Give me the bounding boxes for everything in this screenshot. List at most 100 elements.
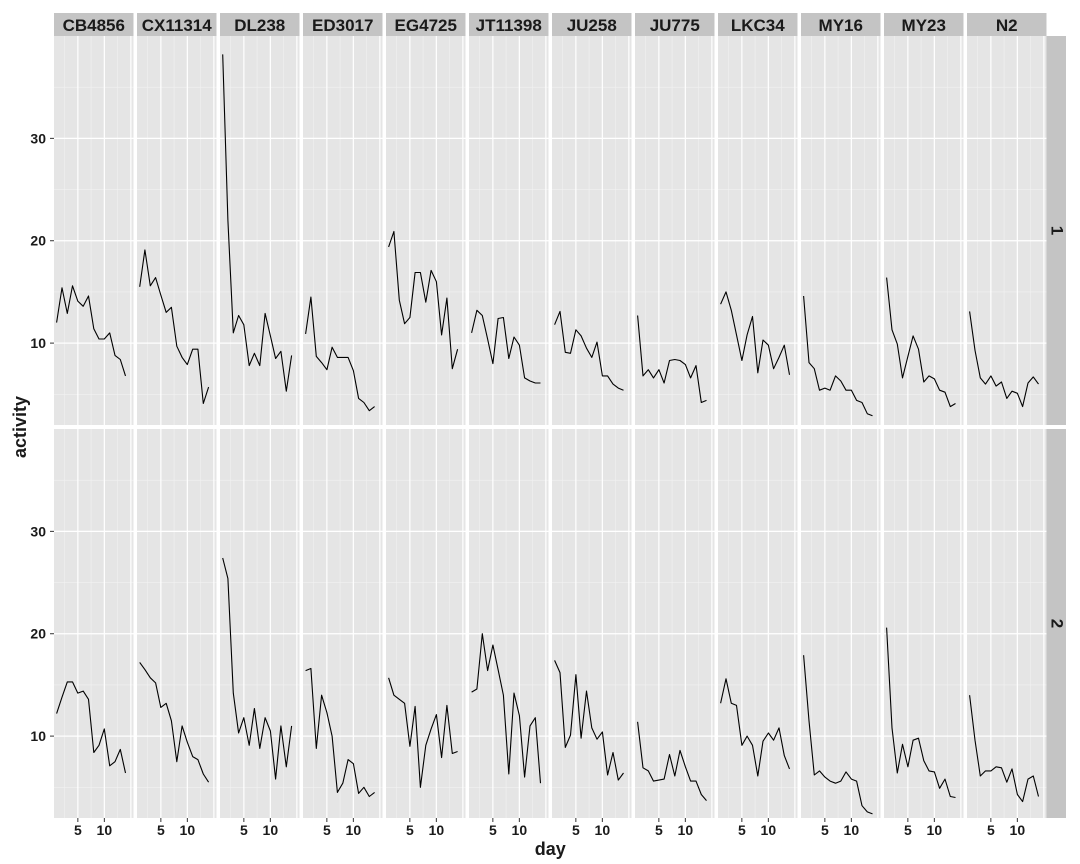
x-tick-label: 10	[927, 822, 943, 838]
panel-1-lkc34	[718, 36, 798, 425]
series-line-2-my23	[886, 627, 956, 799]
facet-label-n2: N2	[996, 16, 1018, 35]
panel-2-cx11314	[137, 429, 217, 818]
series-line-2-dl238	[222, 557, 293, 780]
panel-2-my23	[884, 429, 964, 818]
panel-1-ju775	[635, 36, 715, 425]
series-line-2-ju775	[637, 721, 707, 801]
x-tick-label: 10	[1010, 822, 1026, 838]
series-line-1-cx11314	[139, 249, 210, 405]
y-tick-label: 30	[30, 523, 46, 539]
panel-2-ju775	[635, 429, 715, 818]
series-line-1-dl238	[222, 54, 293, 392]
facet-label-ju258: JU258	[567, 16, 617, 35]
y-tick-label: 10	[30, 335, 46, 351]
x-tick-label: 10	[595, 822, 611, 838]
x-tick-label: 5	[987, 822, 995, 838]
series-line-1-jt11398	[471, 309, 541, 384]
facet-strip-cx11314	[137, 13, 217, 36]
series-line-1-my23	[886, 277, 956, 408]
series-line-2-jt11398	[471, 633, 542, 784]
series-line-2-cb4856	[56, 681, 127, 774]
series-line-2-eg4725	[388, 677, 458, 788]
y-tick-label: 20	[30, 233, 46, 249]
series-line-2-cx11314	[139, 662, 210, 783]
x-axis-title: day	[535, 839, 566, 859]
facet-label-ju775: JU775	[650, 16, 700, 35]
x-tick-label: 5	[738, 822, 746, 838]
panel-1-my23	[884, 36, 964, 425]
facet-strip-jt11398	[469, 13, 549, 36]
panel-1-cx11314	[137, 36, 217, 425]
panel-2-n2	[967, 429, 1047, 818]
facet-strip-ed3017	[303, 13, 383, 36]
facet-label-eg4725: EG4725	[395, 16, 457, 35]
facet-strip-my23	[884, 13, 964, 36]
facet-strip-dl238	[220, 13, 300, 36]
panel-1-jt11398	[469, 36, 549, 425]
series-line-2-my16	[803, 655, 873, 815]
panel-1-dl238	[220, 36, 300, 425]
x-tick-label: 5	[157, 822, 165, 838]
x-tick-label: 10	[180, 822, 196, 838]
x-tick-label: 5	[821, 822, 829, 838]
panel-2-dl238	[220, 429, 300, 818]
x-tick-label: 10	[761, 822, 777, 838]
facet-label-my23: MY23	[902, 16, 946, 35]
facet-strip-n2	[967, 13, 1047, 36]
facet-strip-eg4725	[386, 13, 466, 36]
x-tick-label: 10	[429, 822, 445, 838]
series-line-1-n2	[969, 311, 1039, 408]
x-tick-label: 10	[512, 822, 528, 838]
panel-1-ju258	[552, 36, 632, 425]
series-line-2-ed3017	[305, 667, 375, 798]
panel-2-ed3017	[303, 429, 383, 818]
series-line-1-ju258	[554, 310, 624, 391]
series-line-2-ju258	[554, 660, 624, 781]
x-tick-label: 5	[240, 822, 248, 838]
panel-1-ed3017	[303, 36, 383, 425]
panel-2-my16	[801, 429, 881, 818]
x-tick-label: 10	[346, 822, 362, 838]
y-tick-label: 10	[30, 728, 46, 744]
x-tick-label: 10	[263, 822, 279, 838]
panel-1-cb4856	[54, 36, 134, 425]
row-strip-2	[1046, 429, 1066, 818]
x-tick-label: 5	[406, 822, 414, 838]
facet-label-my16: MY16	[819, 16, 863, 35]
panel-2-cb4856	[54, 429, 134, 818]
row-strip-1	[1046, 36, 1066, 425]
series-line-2-lkc34	[720, 678, 791, 777]
facet-label-dl238: DL238	[234, 16, 285, 35]
panel-1-my16	[801, 36, 881, 425]
panel-1-eg4725	[386, 36, 466, 425]
facet-strip-my16	[801, 13, 881, 36]
facet-label-jt11398: JT11398	[476, 16, 542, 35]
x-tick-label: 5	[904, 822, 912, 838]
x-tick-label: 5	[489, 822, 497, 838]
row-label-1: 1	[1048, 226, 1067, 235]
facet-label-lkc34: LKC34	[731, 16, 785, 35]
facet-label-cb4856: CB4856	[63, 16, 125, 35]
series-line-1-eg4725	[388, 230, 459, 370]
x-tick-label: 5	[323, 822, 331, 838]
panel-2-ju258	[552, 429, 632, 818]
y-tick-label: 20	[30, 626, 46, 642]
facet-label-ed3017: ED3017	[312, 16, 373, 35]
y-tick-label: 30	[30, 130, 46, 146]
x-tick-label: 5	[572, 822, 580, 838]
row-label-2: 2	[1048, 619, 1067, 628]
series-line-1-lkc34	[720, 291, 791, 375]
y-axis-title: activity	[10, 396, 30, 458]
series-line-1-cb4856	[56, 285, 127, 377]
panel-2-eg4725	[386, 429, 466, 818]
series-line-1-ed3017	[305, 296, 375, 412]
facet-label-cx11314: CX11314	[142, 16, 212, 35]
x-tick-label: 10	[844, 822, 860, 838]
panel-1-n2	[967, 36, 1047, 425]
facet-strip-cb4856	[54, 13, 134, 36]
x-tick-label: 5	[655, 822, 663, 838]
facet-strip-lkc34	[718, 13, 798, 36]
